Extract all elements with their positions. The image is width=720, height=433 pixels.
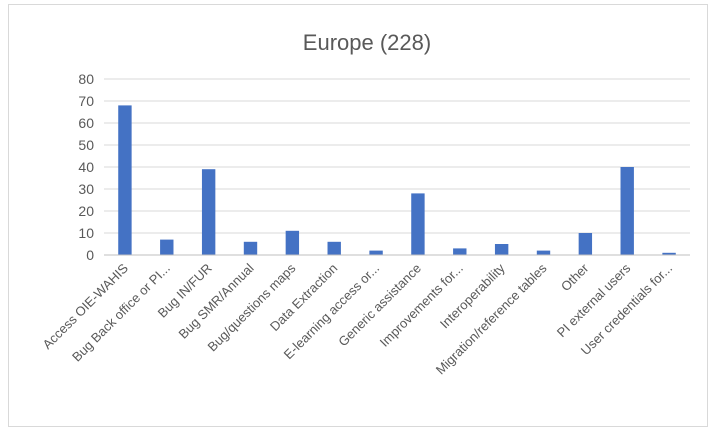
bar [285, 230, 300, 255]
y-tick-label: 10 [78, 225, 94, 241]
bar [369, 250, 383, 255]
bar [201, 169, 216, 255]
bars [118, 105, 676, 256]
y-tick-label: 70 [78, 93, 94, 109]
chart-frame: Europe (228) 0 10 20 30 40 50 60 70 80 Access OI… [8, 4, 708, 427]
x-category-label: PI external users [554, 260, 634, 340]
x-category-label: Bug SMR/Annual [175, 260, 256, 341]
y-tick-label: 20 [78, 203, 94, 219]
y-tick-label: 50 [78, 137, 94, 153]
bar [536, 250, 551, 255]
x-category-label: Other [558, 260, 592, 294]
y-tick-label: 80 [78, 71, 94, 87]
y-axis-tick-labels: 0 10 20 30 40 50 60 70 80 [78, 71, 94, 263]
y-tick-label: 60 [78, 115, 94, 131]
bar [243, 241, 258, 255]
chart-title: Europe (228) [303, 30, 431, 55]
bar [662, 252, 676, 255]
bar [578, 233, 593, 255]
y-tick-label: 40 [78, 159, 94, 175]
bar [620, 167, 634, 255]
bar [494, 244, 509, 255]
bar-chart: Europe (228) 0 10 20 30 40 50 60 70 80 Access OI… [40, 30, 690, 377]
bar [327, 241, 341, 255]
y-tick-label: 30 [78, 181, 94, 197]
bar [118, 105, 132, 256]
y-tick-label: 0 [86, 247, 94, 263]
gridlines [104, 78, 690, 234]
bar [160, 239, 174, 255]
bar [453, 248, 467, 255]
bar [411, 193, 425, 255]
